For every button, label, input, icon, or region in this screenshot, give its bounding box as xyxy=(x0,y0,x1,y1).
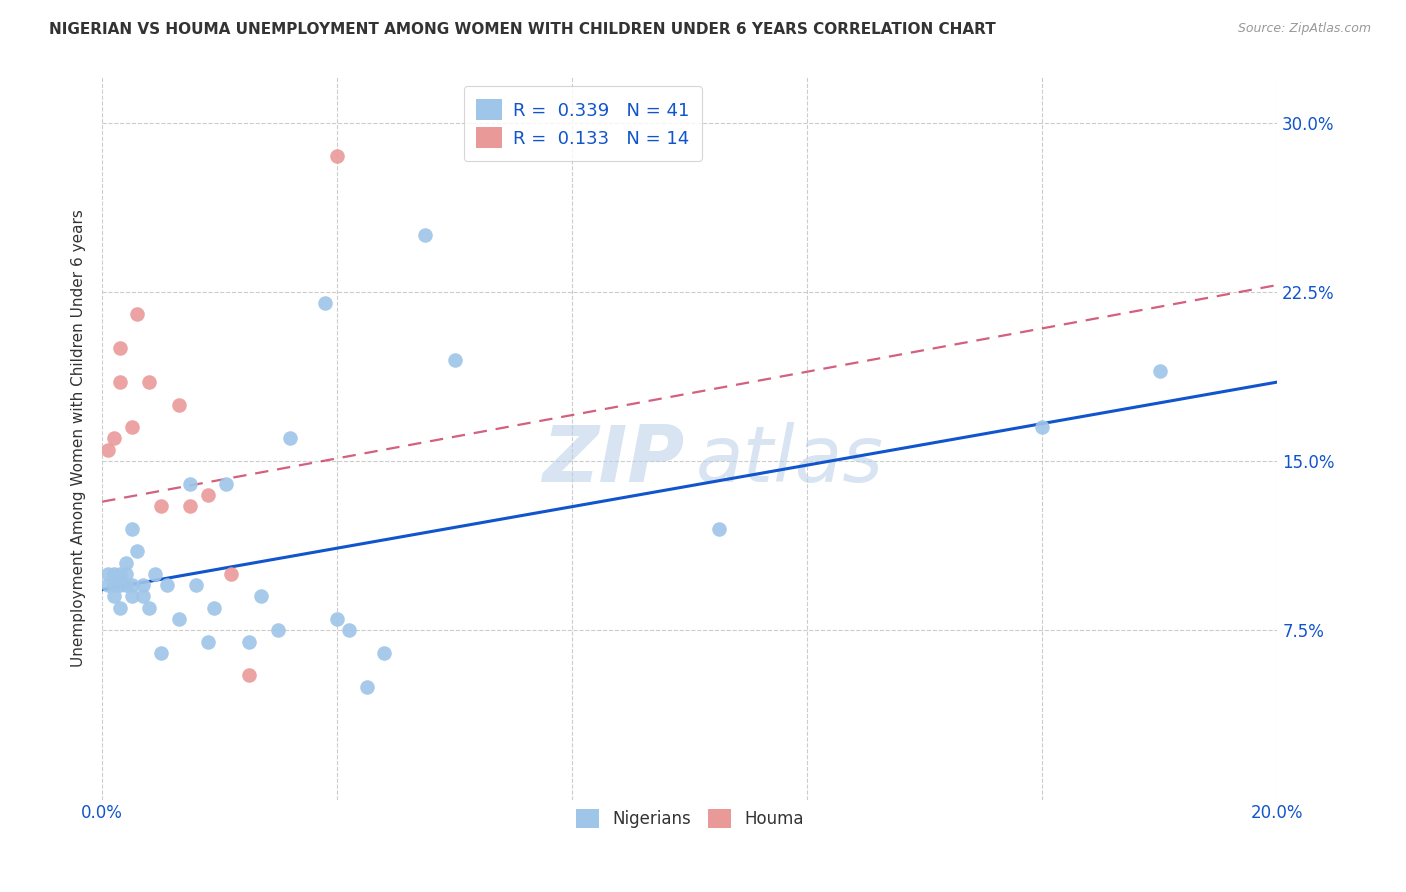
Point xyxy=(121,578,143,592)
Point xyxy=(214,476,236,491)
Point xyxy=(314,296,336,310)
Point xyxy=(121,522,143,536)
Point xyxy=(415,228,437,243)
Point xyxy=(143,566,166,581)
Text: NIGERIAN VS HOUMA UNEMPLOYMENT AMONG WOMEN WITH CHILDREN UNDER 6 YEARS CORRELATI: NIGERIAN VS HOUMA UNEMPLOYMENT AMONG WOM… xyxy=(49,22,995,37)
Point xyxy=(108,341,131,355)
Point xyxy=(149,646,172,660)
Point xyxy=(250,590,273,604)
Point xyxy=(97,442,120,457)
Point xyxy=(707,522,730,536)
Point xyxy=(167,398,190,412)
Point xyxy=(238,668,260,682)
Point xyxy=(121,590,143,604)
Point xyxy=(202,600,225,615)
Point xyxy=(132,590,155,604)
Point xyxy=(103,590,125,604)
Point xyxy=(326,149,349,163)
Point xyxy=(97,578,120,592)
Point xyxy=(114,578,136,592)
Point xyxy=(103,578,125,592)
Point xyxy=(267,624,290,638)
Point xyxy=(197,488,219,502)
Point xyxy=(278,432,301,446)
Point xyxy=(149,499,172,513)
Point xyxy=(132,578,155,592)
Point xyxy=(138,375,160,389)
Point xyxy=(138,600,160,615)
Text: Source: ZipAtlas.com: Source: ZipAtlas.com xyxy=(1237,22,1371,36)
Point xyxy=(443,352,465,367)
Point xyxy=(97,566,120,581)
Point xyxy=(356,680,378,694)
Point xyxy=(1031,420,1053,434)
Point xyxy=(108,600,131,615)
Point xyxy=(103,566,125,581)
Point xyxy=(238,634,260,648)
Point xyxy=(127,307,149,321)
Y-axis label: Unemployment Among Women with Children Under 6 years: Unemployment Among Women with Children U… xyxy=(72,210,86,667)
Text: ZIP: ZIP xyxy=(541,422,683,498)
Point xyxy=(179,499,201,513)
Point xyxy=(373,646,395,660)
Point xyxy=(1149,364,1171,378)
Point xyxy=(108,375,131,389)
Point xyxy=(337,624,360,638)
Point xyxy=(103,432,125,446)
Point xyxy=(179,476,201,491)
Point xyxy=(108,578,131,592)
Point xyxy=(167,612,190,626)
Point xyxy=(221,566,243,581)
Point xyxy=(114,566,136,581)
Point xyxy=(114,556,136,570)
Legend: Nigerians, Houma: Nigerians, Houma xyxy=(569,802,810,835)
Point xyxy=(127,544,149,558)
Point xyxy=(197,634,219,648)
Point xyxy=(186,578,208,592)
Point xyxy=(121,420,143,434)
Text: atlas: atlas xyxy=(696,422,883,498)
Point xyxy=(326,612,349,626)
Point xyxy=(156,578,179,592)
Point xyxy=(108,566,131,581)
